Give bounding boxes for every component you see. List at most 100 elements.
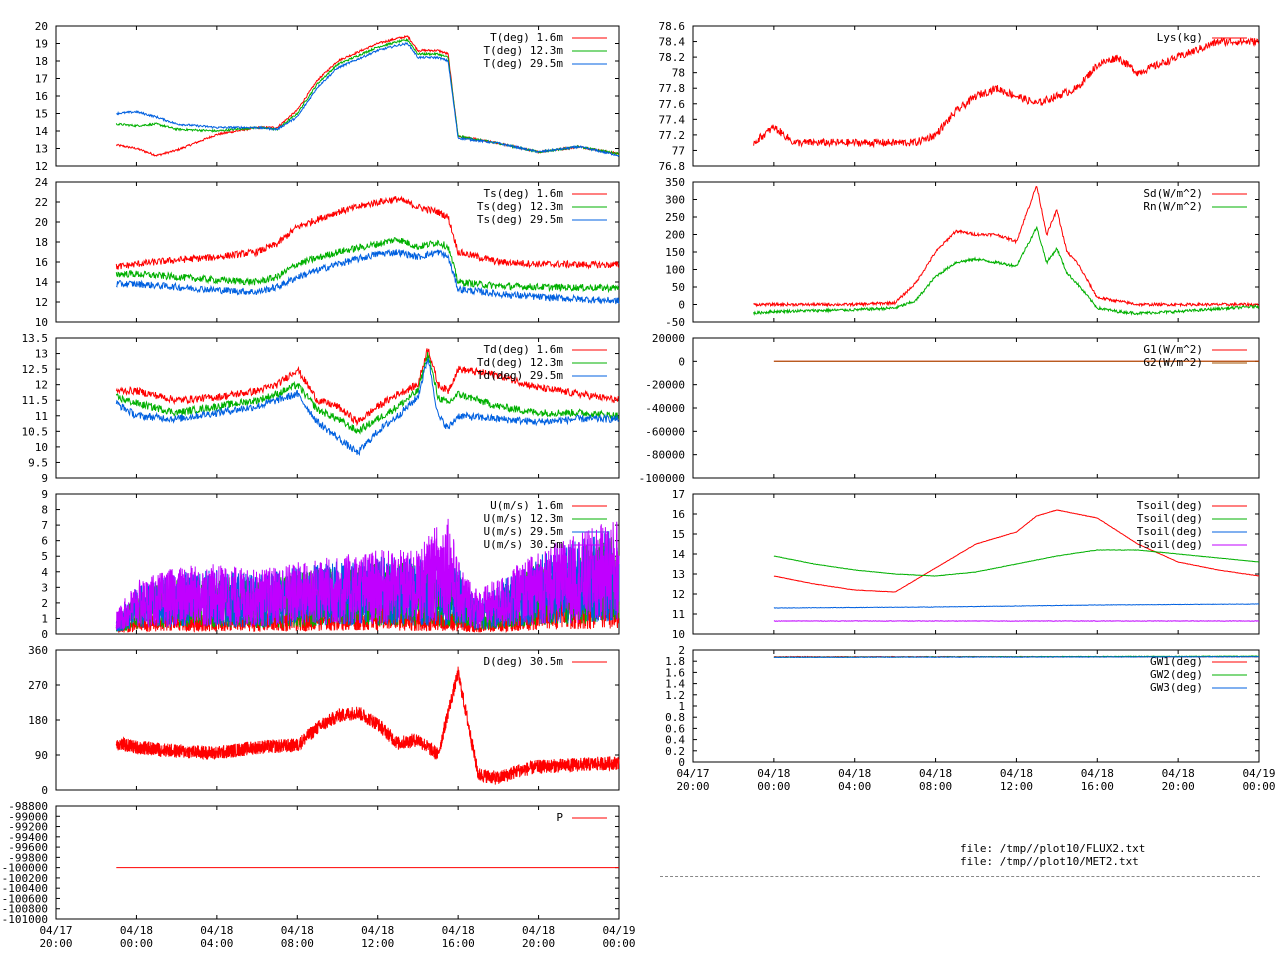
y-tick-label: -100400 [2, 882, 48, 895]
x-tick-label: 04/18 [120, 924, 153, 937]
y-tick-label: -99600 [8, 841, 48, 854]
y-tick-label: 90 [35, 749, 48, 762]
y-tick-label: 24 [35, 176, 49, 189]
x-tick-label: 04/18 [361, 924, 394, 937]
series-line [773, 603, 1260, 609]
y-tick-label: 12 [35, 296, 48, 309]
y-tick-label: 0.8 [665, 711, 685, 724]
y-tick-label: -80000 [645, 449, 685, 462]
x-tick-label: 04/18 [1000, 767, 1033, 780]
y-tick-label: 77.2 [659, 129, 686, 142]
legend-label: G2(W/m^2) [1143, 356, 1203, 369]
y-tick-label: -100000 [2, 862, 48, 875]
x-tick-label: 16:00 [1081, 780, 1114, 793]
y-tick-label: 12 [672, 588, 685, 601]
y-tick-label: 10 [35, 316, 48, 329]
x-tick-label: 00:00 [1242, 780, 1275, 793]
y-tick-label: 77.6 [659, 98, 686, 111]
y-tick-label: -50 [665, 316, 685, 329]
series-line [115, 358, 619, 457]
y-tick-label: 2 [41, 597, 48, 610]
x-tick-label: 16:00 [442, 937, 475, 950]
y-tick-label: 11 [672, 608, 685, 621]
legend-label: GW1(deg) [1150, 655, 1203, 668]
y-tick-label: 17 [672, 488, 685, 501]
y-tick-label: 8 [41, 504, 48, 517]
legend-label: P [556, 811, 563, 824]
legend-label: T(deg) 1.6m [490, 31, 563, 44]
x-tick-label: 04/19 [1242, 767, 1275, 780]
y-tick-label: 13 [35, 143, 48, 156]
y-tick-label: 15 [672, 528, 685, 541]
plot-frame [55, 805, 620, 920]
y-tick-label: 0 [678, 355, 685, 368]
plot-frame [692, 493, 1260, 635]
y-tick-label: -40000 [645, 402, 685, 415]
legend-label: Tsoil(deg) [1137, 525, 1203, 538]
x-tick-label: 20:00 [39, 937, 72, 950]
x-tick-label: 04/18 [919, 767, 952, 780]
series-line [116, 42, 620, 157]
file-line: file: /tmp//plot10/FLUX2.txt [960, 842, 1146, 855]
legend-label: Ts(deg) 12.3m [477, 200, 563, 213]
y-tick-label: 16 [672, 508, 685, 521]
y-tick-label: 17 [35, 73, 48, 86]
x-tick-label: 00:00 [602, 937, 635, 950]
legend-label: Tsoil(deg) [1137, 538, 1203, 551]
y-tick-label: -100800 [2, 903, 48, 916]
y-tick-label: 13 [672, 568, 685, 581]
y-tick-label: 14 [35, 276, 49, 289]
y-tick-label: 12 [35, 160, 48, 173]
y-tick-label: 250 [665, 211, 685, 224]
y-tick-label: 200 [665, 229, 685, 242]
y-tick-label: 16 [35, 90, 48, 103]
y-tick-label: 0 [41, 784, 48, 797]
series-line [115, 237, 620, 294]
y-tick-label: 10.5 [22, 425, 49, 438]
y-tick-label: -100600 [2, 892, 48, 905]
y-tick-label: -101000 [2, 913, 48, 926]
x-tick-label: 08:00 [281, 937, 314, 950]
y-tick-label: 6 [41, 535, 48, 548]
legend-label: T(deg) 29.5m [484, 57, 564, 70]
series-line [115, 248, 620, 305]
y-tick-label: 350 [665, 176, 685, 189]
x-tick-label: 04/17 [676, 767, 709, 780]
y-tick-label: 270 [28, 679, 48, 692]
legend-label: Tsoil(deg) [1137, 512, 1203, 525]
legend-label: Ts(deg) 1.6m [484, 187, 564, 200]
divider-dashed [660, 876, 1260, 877]
series-line [115, 666, 620, 785]
series-line [773, 655, 1260, 659]
y-tick-label: 1 [41, 612, 48, 625]
plot-frame [55, 337, 620, 479]
legend-label: Td(deg) 29.5m [477, 369, 563, 382]
y-tick-label: 1 [678, 700, 685, 713]
y-tick-label: 0 [41, 628, 48, 641]
y-tick-label: 0.2 [665, 745, 685, 758]
y-tick-label: -99000 [8, 810, 48, 823]
legend-label: Ts(deg) 29.5m [477, 213, 563, 226]
y-tick-label: 12.5 [22, 363, 49, 376]
y-tick-label: 0.6 [665, 722, 685, 735]
legend-label: GW3(deg) [1150, 681, 1203, 694]
y-tick-label: 20 [35, 20, 48, 33]
x-tick-label: 04/18 [1081, 767, 1114, 780]
y-tick-label: 78.6 [659, 20, 686, 33]
y-tick-label: 20 [35, 216, 48, 229]
y-tick-label: 7 [41, 519, 48, 532]
y-tick-label: 14 [672, 548, 686, 561]
series-line [753, 185, 1260, 308]
y-tick-label: 78.4 [659, 36, 686, 49]
legend-label: U(m/s) 12.3m [484, 512, 564, 525]
y-tick-label: 1.4 [665, 678, 685, 691]
x-tick-label: 04/18 [200, 924, 233, 937]
y-tick-label: 10 [672, 628, 685, 641]
y-tick-label: 12 [35, 379, 48, 392]
y-tick-label: 11.5 [22, 394, 49, 407]
y-tick-label: 19 [35, 38, 48, 51]
y-tick-label: -100000 [639, 472, 685, 485]
y-tick-label: -20000 [645, 379, 685, 392]
y-tick-label: 13 [35, 348, 48, 361]
y-tick-label: 9 [41, 488, 48, 501]
